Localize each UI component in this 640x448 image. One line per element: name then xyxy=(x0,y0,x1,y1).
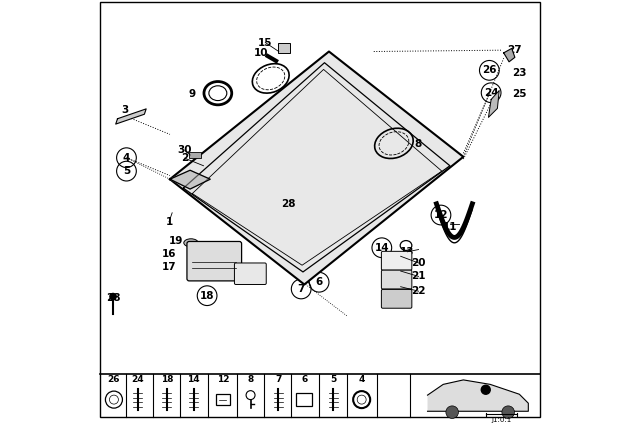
Text: 12: 12 xyxy=(434,210,448,220)
Text: 2: 2 xyxy=(181,153,188,163)
Bar xyxy=(296,393,312,406)
Text: 14: 14 xyxy=(374,243,389,253)
Circle shape xyxy=(110,293,116,300)
Text: 7: 7 xyxy=(275,375,282,384)
Text: 26: 26 xyxy=(108,375,120,384)
Text: 25: 25 xyxy=(511,89,526,99)
FancyBboxPatch shape xyxy=(381,251,412,270)
Bar xyxy=(278,43,291,53)
Bar xyxy=(189,152,201,158)
Polygon shape xyxy=(488,90,499,117)
Text: 1: 1 xyxy=(165,217,173,227)
Text: 3: 3 xyxy=(122,105,129,115)
Text: 6: 6 xyxy=(316,277,323,287)
Text: 13: 13 xyxy=(400,247,415,257)
Text: 18: 18 xyxy=(161,375,173,384)
FancyBboxPatch shape xyxy=(381,270,412,289)
Text: 11: 11 xyxy=(443,222,457,232)
Text: 26: 26 xyxy=(482,65,497,75)
Text: 28: 28 xyxy=(106,293,120,303)
Text: 10: 10 xyxy=(253,48,268,58)
Text: 12: 12 xyxy=(216,375,229,384)
Text: 6: 6 xyxy=(301,375,307,384)
FancyBboxPatch shape xyxy=(234,263,266,284)
Text: 24: 24 xyxy=(131,375,144,384)
Text: 29: 29 xyxy=(251,267,266,277)
Text: 22: 22 xyxy=(412,286,426,296)
Bar xyxy=(216,394,230,405)
Text: 23: 23 xyxy=(511,68,526,78)
Polygon shape xyxy=(504,48,515,62)
Text: 21: 21 xyxy=(412,271,426,281)
Polygon shape xyxy=(116,109,146,124)
Text: 20: 20 xyxy=(412,258,426,268)
Text: 17: 17 xyxy=(162,262,177,271)
Text: 14: 14 xyxy=(188,375,200,384)
Circle shape xyxy=(446,406,458,418)
Text: 7: 7 xyxy=(298,284,305,294)
FancyBboxPatch shape xyxy=(381,289,412,308)
Polygon shape xyxy=(428,380,529,411)
Text: 4: 4 xyxy=(123,153,130,163)
Text: 16: 16 xyxy=(162,250,176,259)
Text: 8: 8 xyxy=(414,139,421,149)
FancyBboxPatch shape xyxy=(187,241,241,281)
Text: 30: 30 xyxy=(177,145,192,155)
Circle shape xyxy=(481,385,490,394)
Text: 28: 28 xyxy=(282,199,296,209)
Text: 5: 5 xyxy=(123,166,130,176)
Polygon shape xyxy=(170,170,210,189)
Text: 4: 4 xyxy=(358,375,365,384)
Text: 27: 27 xyxy=(508,45,522,55)
Text: 15: 15 xyxy=(258,38,273,47)
Ellipse shape xyxy=(184,239,198,247)
Polygon shape xyxy=(170,52,463,284)
Circle shape xyxy=(502,406,515,418)
Text: 18: 18 xyxy=(200,291,214,301)
Text: 9: 9 xyxy=(189,89,196,99)
Circle shape xyxy=(357,395,366,404)
Text: 19: 19 xyxy=(168,236,183,246)
Text: 5: 5 xyxy=(330,375,337,384)
Text: J1:0:1: J1:0:1 xyxy=(492,417,511,422)
Text: 8: 8 xyxy=(248,375,253,384)
Text: 24: 24 xyxy=(484,88,499,98)
